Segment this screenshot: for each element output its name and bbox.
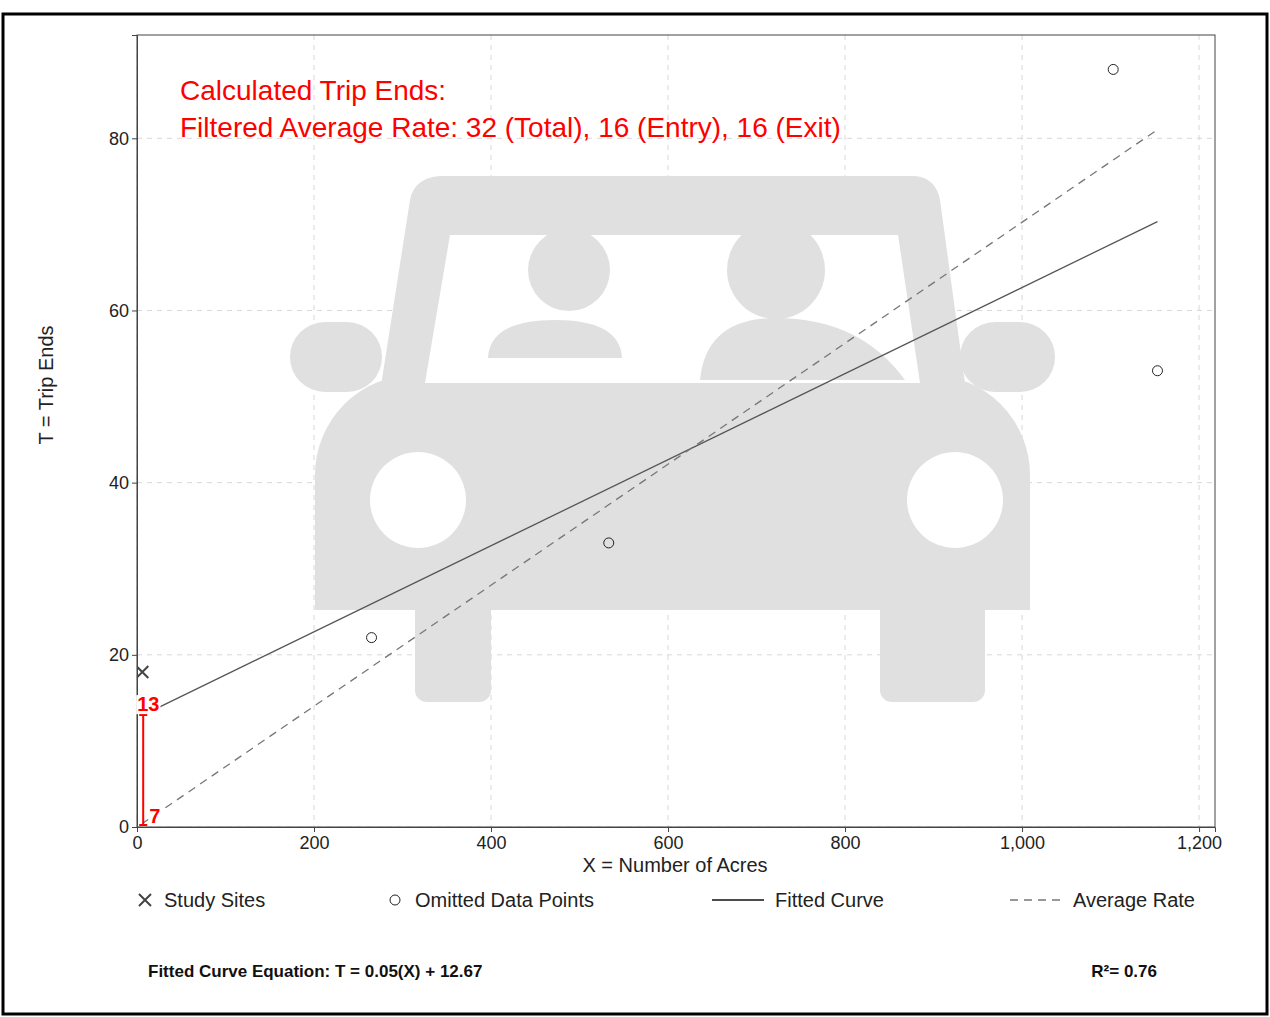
legend-label: Study Sites — [164, 889, 265, 911]
annotation-label: 7 — [149, 805, 160, 827]
car-mirror — [960, 322, 1055, 392]
x-tick: 800 — [831, 827, 861, 853]
legend-marker — [712, 899, 764, 901]
y-tick: 80 — [109, 129, 137, 149]
y-tick-label: 80 — [109, 129, 129, 149]
car-person — [727, 221, 825, 319]
x-tick-label: 600 — [654, 833, 684, 853]
data-point — [604, 538, 614, 548]
y-tick: 60 — [109, 301, 137, 321]
car-light — [907, 452, 1003, 548]
y-axis: 0 20 40 60 80 — [109, 36, 138, 838]
chart-title: Calculated Trip Ends: — [180, 75, 446, 106]
y-tick-mark — [132, 138, 137, 139]
x-tick-mark — [1199, 827, 1200, 832]
y-tick: 40 — [109, 473, 137, 493]
x-tick-mark — [314, 827, 315, 832]
legend-label: Omitted Data Points — [415, 889, 594, 911]
y-tick-label: 40 — [109, 473, 129, 493]
car-person — [488, 320, 622, 358]
grid — [137, 35, 1215, 827]
annotation: 13 — [136, 693, 160, 715]
annotation-bracket — [139, 715, 147, 825]
car-light — [370, 452, 466, 548]
y-tick-mark — [132, 483, 137, 484]
grid-line-x — [314, 35, 315, 827]
x-tick: 400 — [476, 827, 506, 853]
legend-item: Omitted Data Points — [390, 889, 594, 911]
legend-marker — [139, 894, 151, 906]
x-tick: 1,200 — [1177, 827, 1222, 853]
x-axis-line — [138, 828, 1216, 833]
y-tick-mark — [132, 827, 137, 828]
x-tick-label: 0 — [132, 833, 142, 853]
y-tick: 20 — [109, 645, 137, 665]
series-line — [142, 130, 1157, 824]
car-wheel — [415, 590, 491, 702]
outer-border — [3, 14, 1267, 1014]
car-roof — [378, 176, 968, 405]
car-wheel — [880, 590, 985, 702]
y-tick-label: 20 — [109, 645, 129, 665]
legend-label: Fitted Curve — [775, 889, 884, 911]
x-axis-title: X = Number of Acres — [582, 854, 767, 876]
data-point — [137, 666, 148, 678]
y-tick-label: 0 — [119, 817, 129, 837]
grid-line-y — [137, 654, 1215, 655]
fitted-equation: Fitted Curve Equation: T = 0.05(X) + 12.… — [148, 962, 482, 981]
legend: Study Sites Omitted Data Points Fitted Cur… — [139, 889, 1195, 911]
plot-frame — [137, 35, 1215, 827]
y-tick: 0 — [119, 817, 137, 837]
annotation: 7 — [148, 805, 161, 827]
grid-line-x — [1022, 35, 1023, 827]
data-point — [1152, 366, 1162, 376]
x-tick: 600 — [654, 827, 684, 853]
x-tick-label: 400 — [476, 833, 506, 853]
x-axis: 0 200 400 600 800 1,000 1,200 — [132, 827, 1222, 853]
car-window — [425, 235, 920, 383]
x-tick: 0 — [132, 827, 142, 853]
legend-item: Study Sites — [139, 889, 265, 911]
legend-marker — [1010, 899, 1062, 901]
car-person — [528, 229, 610, 311]
x-tick-label: 800 — [831, 833, 861, 853]
x-tick-label: 1,200 — [1177, 833, 1222, 853]
annotations: 13 7 — [136, 693, 161, 827]
r-squared: R²= 0.76 — [1091, 962, 1157, 981]
y-tick-label: 60 — [109, 301, 129, 321]
car-person — [700, 318, 905, 380]
chart-root: 0 200 400 600 800 1,000 1,200 0 20 40 60 80 X = Numb… — [0, 0, 1270, 1017]
annotation-label: 13 — [137, 693, 159, 715]
x-tick-label: 1,000 — [1000, 833, 1045, 853]
watermark-car — [290, 176, 1055, 702]
plot-marks — [137, 64, 1162, 825]
x-tick-mark — [491, 827, 492, 832]
legend-item: Average Rate — [1010, 889, 1195, 911]
chart-subtitle: Filtered Average Rate: 32 (Total), 16 (E… — [180, 112, 841, 143]
y-tick-mark — [132, 655, 137, 656]
legend-marker — [390, 895, 400, 905]
x-tick: 200 — [299, 827, 329, 853]
x-tick-mark — [668, 827, 669, 832]
x-tick-mark — [1022, 827, 1023, 832]
car-body — [315, 375, 1030, 610]
x-tick: 1,000 — [1000, 827, 1045, 853]
y-tick-mark — [132, 310, 137, 311]
series-line — [142, 222, 1157, 716]
car-mirror — [290, 322, 382, 392]
data-point — [367, 633, 377, 643]
grid-line-x — [1199, 35, 1200, 827]
data-point — [1108, 64, 1118, 74]
x-tick-label: 200 — [299, 833, 329, 853]
legend-label: Average Rate — [1073, 889, 1195, 911]
y-axis-title: T = Trip Ends — [35, 325, 57, 444]
x-tick-mark — [845, 827, 846, 832]
legend-item: Fitted Curve — [712, 889, 884, 911]
